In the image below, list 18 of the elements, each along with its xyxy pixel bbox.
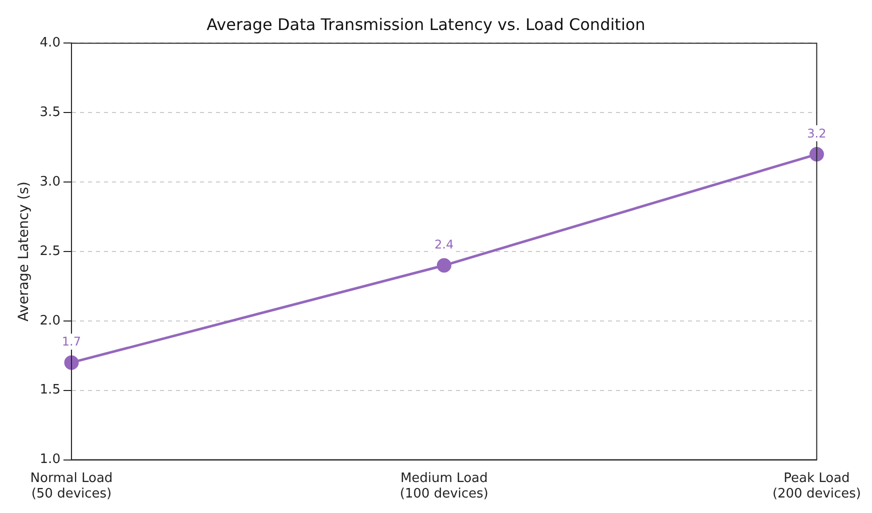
y-tick-label: 4.0 — [40, 36, 60, 51]
chart-title: Average Data Transmission Latency vs. Load Condition — [206, 14, 646, 34]
x-tick-label: Normal Load (50 devices) — [30, 470, 113, 502]
x-tick-label: Peak Load (200 devices) — [772, 470, 861, 502]
y-tick-label: 3.0 — [40, 174, 60, 190]
y-axis-title: Average Latency (s) — [16, 182, 32, 322]
y-tick-label: 1.5 — [40, 382, 60, 398]
x-tick-label: Medium Load (100 devices) — [400, 470, 488, 502]
y-tick-label: 3.5 — [40, 105, 60, 120]
point — [809, 147, 824, 162]
point — [64, 355, 79, 370]
data-label: 2.4 — [434, 238, 454, 252]
y-tick-label: 1.0 — [40, 452, 60, 468]
data-label: 1.7 — [62, 334, 82, 349]
y-tick-label: 2.5 — [40, 244, 60, 259]
point — [436, 258, 452, 273]
data-label: 3.2 — [807, 126, 826, 140]
y-tick-label: 2.0 — [40, 313, 60, 328]
